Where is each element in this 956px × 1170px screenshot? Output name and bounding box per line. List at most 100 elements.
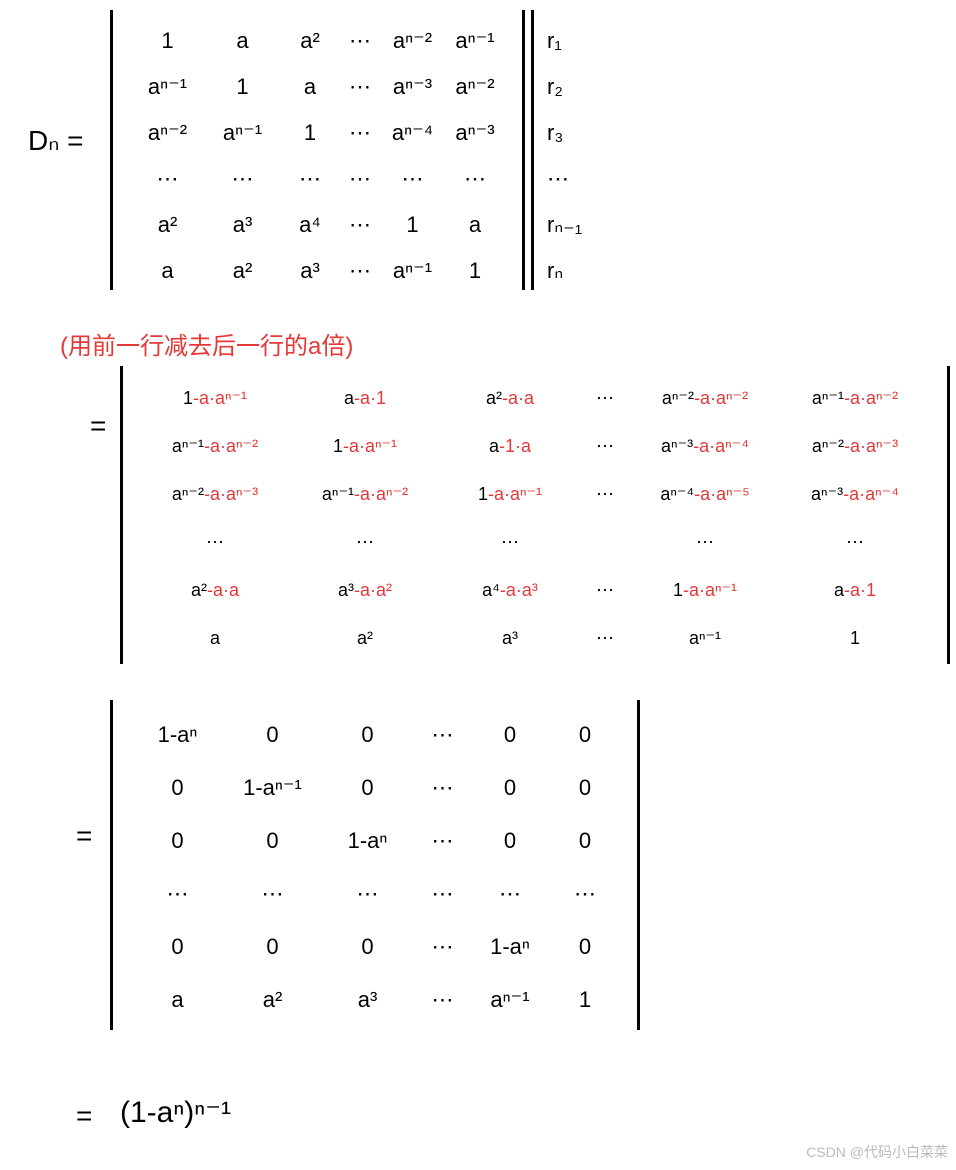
matrix2-cell-base: aⁿ⁻³ [811, 484, 843, 505]
matrix1-cell: ⋯ [205, 156, 280, 202]
matrix1-row-label: r₂ [547, 64, 582, 110]
matrix3-cell: 0 [320, 761, 415, 814]
matrix2-cell-mod: -a·aⁿ⁻⁵ [694, 484, 750, 505]
matrix2-cell-mod: -a·aⁿ⁻³ [204, 484, 258, 505]
matrix1-cell: aⁿ⁻² [380, 18, 445, 64]
matrix1-cell: ⋯ [340, 156, 380, 202]
matrix2-cell-base: ⋯ [356, 532, 374, 553]
matrix2-cell: a³-a·a² [290, 566, 440, 614]
matrix2-cell: a³ [440, 614, 580, 662]
matrix2-cell-base: ⋯ [846, 532, 864, 553]
matrix3-cell: ⋯ [225, 867, 320, 920]
matrix2-cell: a² [290, 614, 440, 662]
matrix3-cell: 1-aⁿ [470, 920, 550, 973]
matrix2-cell-mod: -a·aⁿ⁻² [694, 388, 748, 409]
matrix2-cell: ⋯ [440, 518, 580, 566]
matrix3-cell: ⋯ [130, 867, 225, 920]
matrix1-cell: a [445, 202, 505, 248]
matrix2-cell-base: a² [357, 628, 373, 649]
matrix2-cell-base: aⁿ⁻² [172, 484, 204, 505]
matrix2-cell-base: ⋯ [596, 484, 614, 505]
eq-sign-2: = [90, 410, 106, 442]
matrix1-cell: a⁴ [280, 202, 340, 248]
matrix2-cell: aⁿ⁻²-a·aⁿ⁻³ [140, 470, 290, 518]
matrix2-cell: ⋯ [580, 470, 630, 518]
matrix2-cell-mod: -a·a³ [500, 580, 538, 601]
matrix2-cell: aⁿ⁻⁴-a·aⁿ⁻⁵ [630, 470, 780, 518]
matrix1-cell: a³ [205, 202, 280, 248]
matrix1-row-label: r₃ [547, 110, 582, 156]
matrix2-cell: ⋯ [580, 614, 630, 662]
matrix3-cell: 0 [470, 814, 550, 867]
matrix1-cell: ⋯ [380, 156, 445, 202]
matrix2-cell: aⁿ⁻³-a·aⁿ⁻⁴ [780, 470, 930, 518]
matrix2-cell: aⁿ⁻¹-a·aⁿ⁻² [140, 422, 290, 470]
matrix2-cell: 1 [780, 614, 930, 662]
matrix2-cell: 1-a·aⁿ⁻¹ [290, 422, 440, 470]
matrix3-cell: 0 [320, 708, 415, 761]
matrix2-cell-base: aⁿ⁻³ [661, 436, 693, 457]
matrix1-cell: a² [205, 248, 280, 294]
eq-sign-3: = [76, 820, 92, 852]
matrix2-cell: ⋯ [780, 518, 930, 566]
matrix3-cell: 0 [130, 814, 225, 867]
matrix1-cell: aⁿ⁻³ [380, 64, 445, 110]
matrix1-cell: ⋯ [280, 156, 340, 202]
matrix2-cell: ⋯ [580, 422, 630, 470]
matrix3-cell: ⋯ [415, 814, 470, 867]
matrix1-cell: a² [130, 202, 205, 248]
matrix1-cell: ⋯ [130, 156, 205, 202]
matrix2-cell-mod: -a·aⁿ⁻¹ [193, 388, 247, 409]
matrix1-row-label: r₁ [547, 18, 582, 64]
matrix2: 1-a·aⁿ⁻¹a-a·1a²-a·a⋯aⁿ⁻²-a·aⁿ⁻²aⁿ⁻¹-a·aⁿ… [120, 366, 950, 670]
matrix3-cell: 0 [550, 761, 620, 814]
matrix1-cell: 1 [445, 248, 505, 294]
matrix2-cell-mod: -a·aⁿ⁻¹ [683, 580, 737, 601]
matrix2-cell-base: a⁴ [482, 580, 500, 601]
matrix2-cell: a²-a·a [440, 374, 580, 422]
matrix2-cell-base: ⋯ [596, 580, 614, 601]
matrix1-cell: 1 [380, 202, 445, 248]
matrix3-cell: 0 [225, 708, 320, 761]
matrix1-cell: aⁿ⁻² [130, 110, 205, 156]
matrix3-cell: ⋯ [470, 867, 550, 920]
matrix3-cell: 0 [470, 761, 550, 814]
matrix2-cell: aⁿ⁻¹-a·aⁿ⁻² [780, 374, 930, 422]
matrix1-annot-bar: r₁r₂r₃⋯rₙ₋₁rₙ [531, 10, 582, 302]
matrix2-cell: aⁿ⁻²-a·aⁿ⁻³ [780, 422, 930, 470]
matrix2-cell-base: 1 [850, 628, 860, 649]
matrix2-cell-mod: -a·aⁿ⁻⁴ [693, 436, 749, 457]
matrix2-cell-mod: -a·1 [354, 388, 386, 409]
matrix1-cell: a² [280, 18, 340, 64]
matrix3-wrap: 1-aⁿ00⋯0001-aⁿ⁻¹0⋯00001-aⁿ⋯00⋯⋯⋯⋯⋯⋯000⋯1… [110, 700, 640, 1034]
matrix1-cell: a [205, 18, 280, 64]
matrix2-cell-mod: -1·a [499, 436, 531, 457]
matrix2-cell-base: aⁿ⁻² [812, 436, 844, 457]
matrix3-cell: ⋯ [415, 708, 470, 761]
matrix3-cell: a [130, 973, 225, 1026]
matrix2-cell: a-a·1 [290, 374, 440, 422]
matrix2-cell: a²-a·a [140, 566, 290, 614]
matrix1-cell: 1 [130, 18, 205, 64]
matrix1-cell: ⋯ [340, 64, 380, 110]
matrix2-cell-base: a [834, 580, 844, 601]
matrix2-cell-mod: -a·a² [354, 580, 392, 601]
matrix2-cell-mod: -a·aⁿ⁻¹ [488, 484, 542, 505]
lhs-label: Dₙ = [28, 124, 84, 157]
matrix1-cell: ⋯ [340, 18, 380, 64]
matrix2-cell-mod: -a·1 [844, 580, 876, 601]
matrix2-cell: ⋯ [290, 518, 440, 566]
matrix3-cell: 0 [550, 920, 620, 973]
matrix2-cell-base: a³ [338, 580, 354, 601]
matrix3-cell: aⁿ⁻¹ [470, 973, 550, 1026]
matrix2-cell: ⋯ [580, 374, 630, 422]
matrix3-cell: a³ [320, 973, 415, 1026]
matrix2-cell-base: ⋯ [206, 532, 224, 553]
matrix1-cell: aⁿ⁻¹ [130, 64, 205, 110]
matrix2-cell-base: aⁿ⁻² [662, 388, 694, 409]
matrix2-cell: a-1·a [440, 422, 580, 470]
matrix1-cell: aⁿ⁻¹ [205, 110, 280, 156]
matrix1-cell: a [280, 64, 340, 110]
matrix2-cell: ⋯ [140, 518, 290, 566]
matrix3-cell: 0 [320, 920, 415, 973]
